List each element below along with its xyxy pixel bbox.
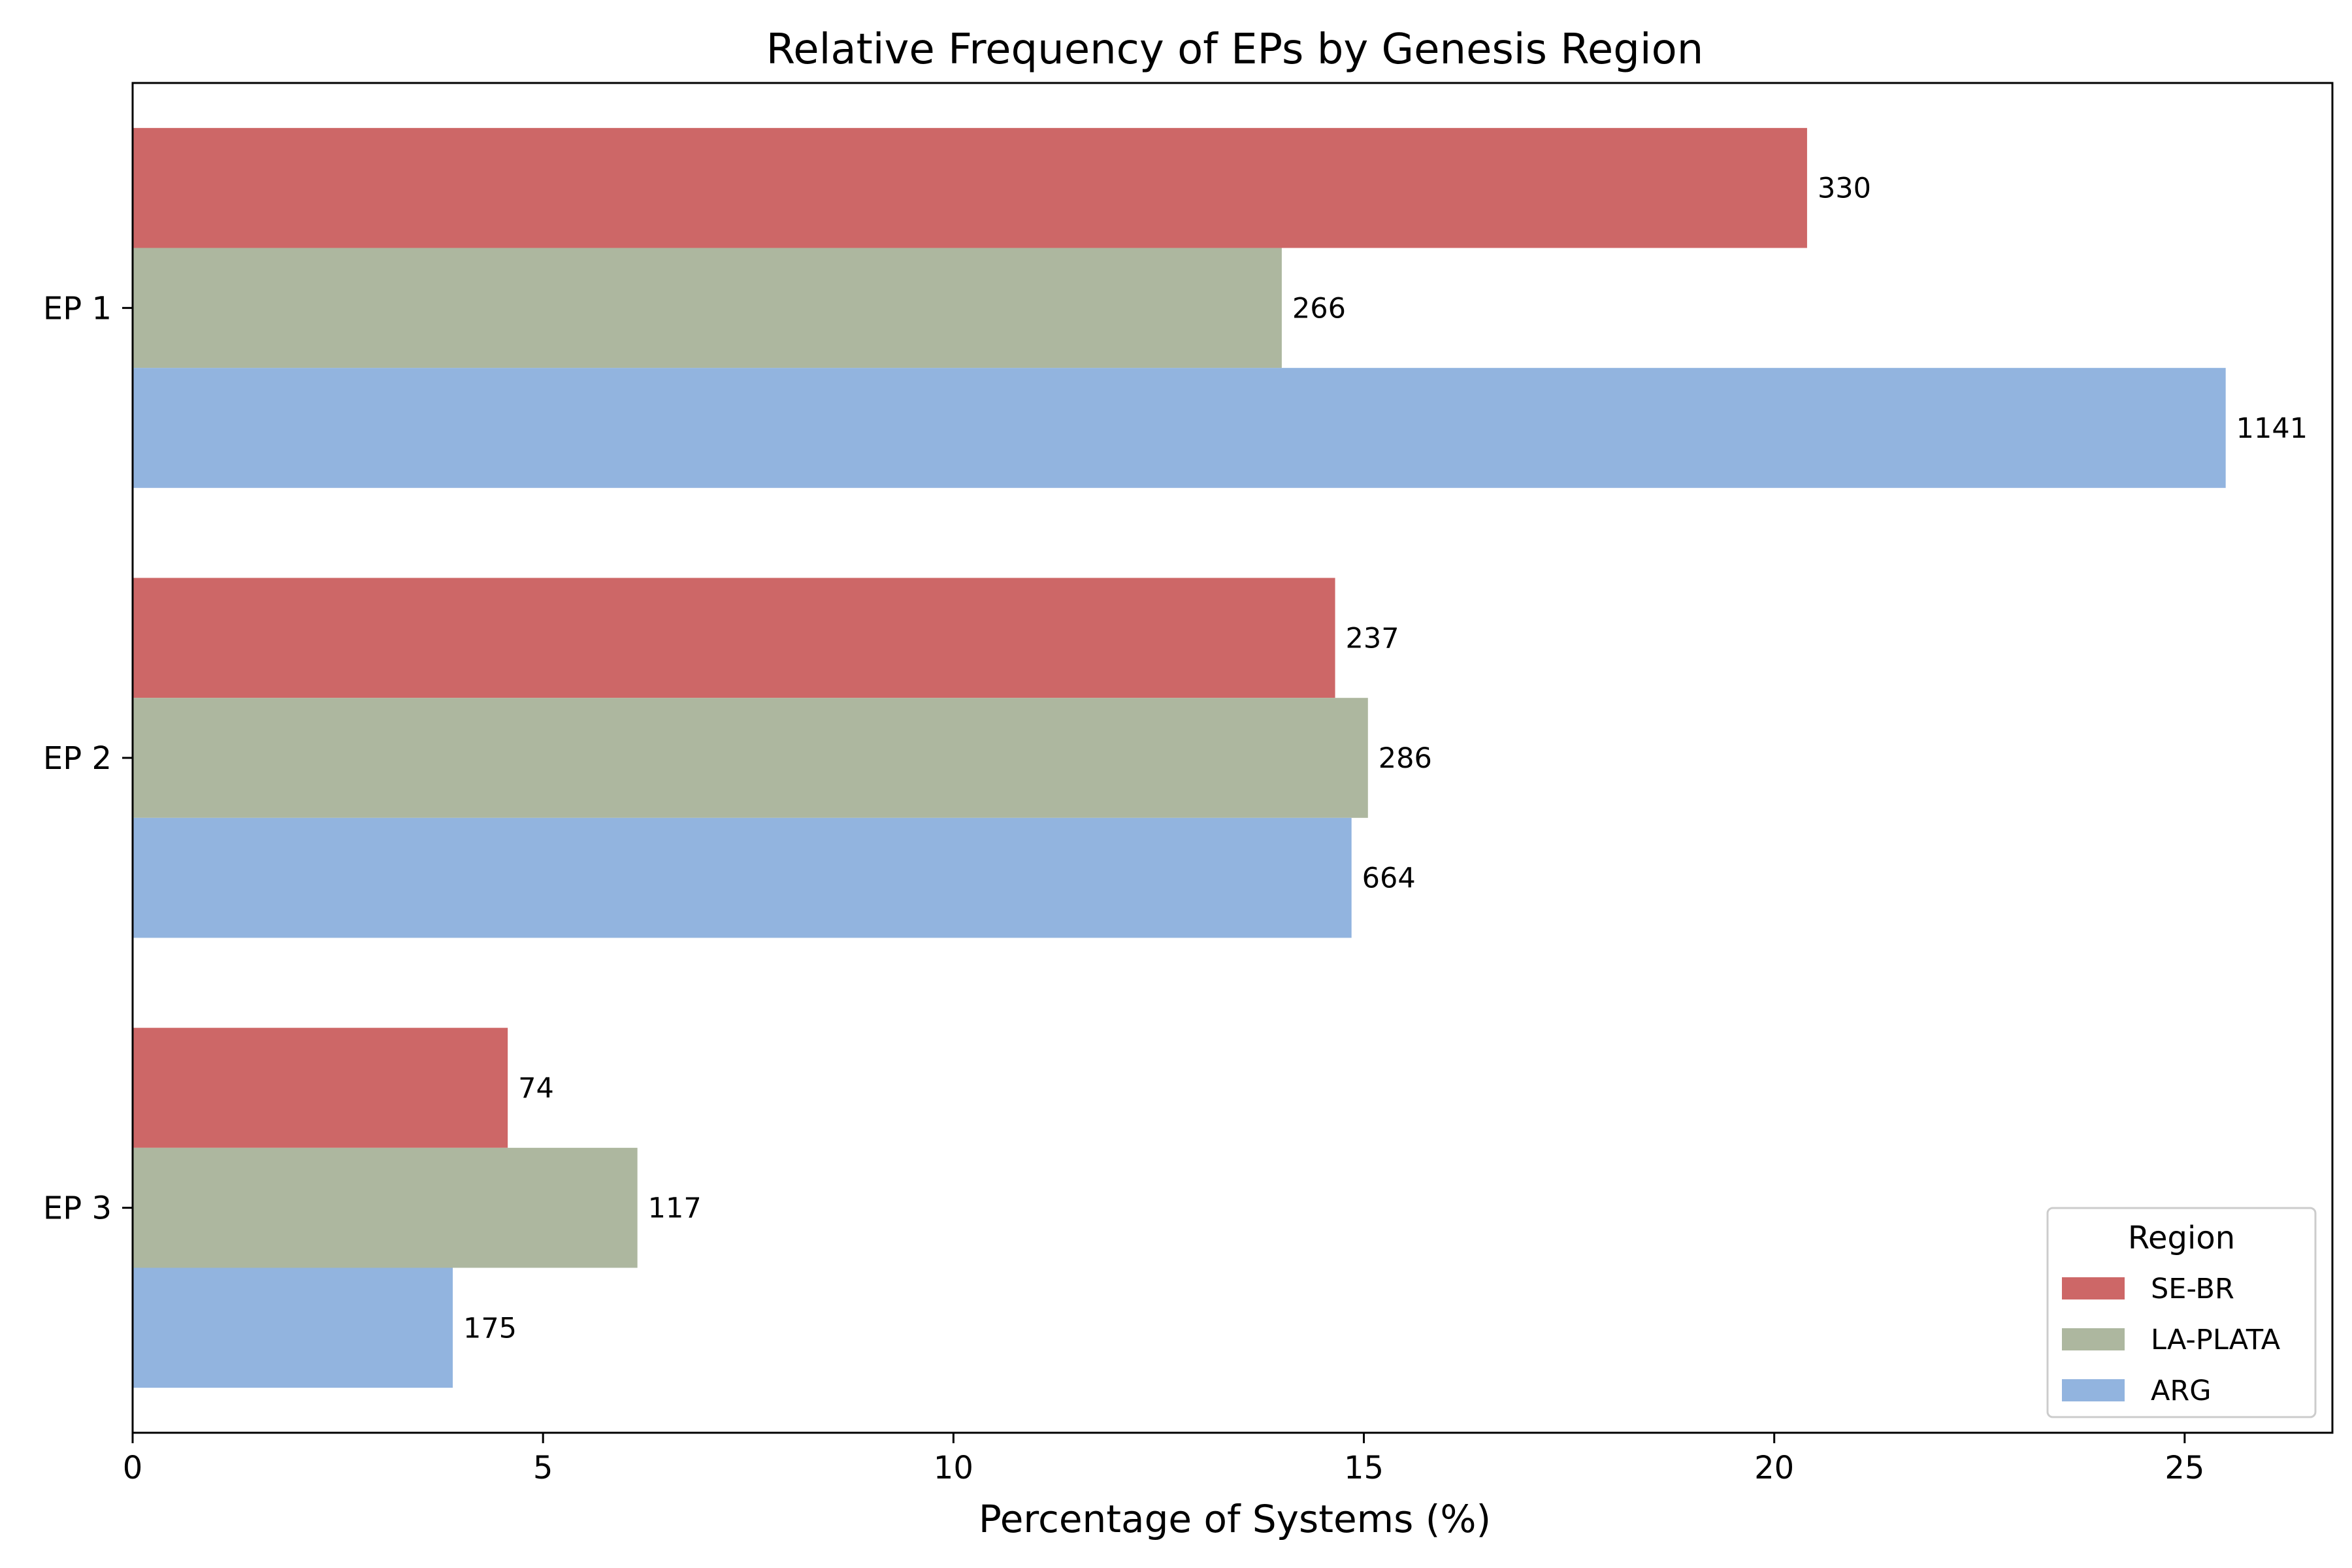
bar-label: 117 bbox=[648, 1192, 702, 1225]
bar-arg-ep-2 bbox=[133, 817, 1352, 938]
x-tick-label: 10 bbox=[934, 1450, 973, 1486]
bar-la-plata-ep-1 bbox=[133, 248, 1282, 368]
y-tick-label: EP 2 bbox=[43, 740, 112, 777]
bar-label: 286 bbox=[1379, 742, 1432, 775]
bar-label: 175 bbox=[463, 1312, 517, 1345]
bar-label: 74 bbox=[518, 1072, 554, 1105]
bar-la-plata-ep-2 bbox=[133, 698, 1368, 818]
bar-se-br-ep-1 bbox=[133, 127, 1807, 248]
legend-label-se-br: SE-BR bbox=[2151, 1273, 2234, 1305]
chart-title: Relative Frequency of EPs by Genesis Reg… bbox=[766, 25, 1704, 74]
bar-arg-ep-3 bbox=[133, 1267, 453, 1388]
bar-label: 1141 bbox=[2236, 412, 2308, 445]
x-tick-label: 5 bbox=[533, 1450, 553, 1486]
y-tick-label: EP 3 bbox=[43, 1190, 112, 1227]
legend: Region SE-BR LA-PLATA ARG bbox=[2046, 1207, 2317, 1418]
x-axis-label: Percentage of Systems (%) bbox=[979, 1497, 1491, 1541]
x-tick-label: 20 bbox=[1754, 1450, 1794, 1486]
bar-label: 330 bbox=[1818, 172, 1871, 205]
x-tick-label: 25 bbox=[2164, 1450, 2204, 1486]
legend-swatch-arg bbox=[2062, 1379, 2125, 1401]
legend-swatch-la-plata bbox=[2062, 1328, 2125, 1350]
bar-la-plata-ep-3 bbox=[133, 1147, 638, 1268]
bar-label: 237 bbox=[1346, 622, 1399, 655]
legend-label-arg: ARG bbox=[2151, 1375, 2212, 1407]
bar-label: 266 bbox=[1292, 292, 1346, 325]
bar-se-br-ep-2 bbox=[133, 578, 1335, 698]
legend-label-la-plata: LA-PLATA bbox=[2151, 1324, 2281, 1356]
y-tick-label: EP 1 bbox=[43, 290, 112, 327]
bar-label: 664 bbox=[1362, 862, 1416, 895]
x-tick-label: 15 bbox=[1344, 1450, 1384, 1486]
legend-title: Region bbox=[2128, 1220, 2235, 1256]
x-tick-label: 0 bbox=[123, 1450, 143, 1486]
legend-swatch-se-br bbox=[2062, 1277, 2125, 1299]
plot-area: 330 237 74 266 286 117 1141 664 175 0 5 10 15 20 25 EP … bbox=[43, 82, 2334, 1486]
bar-se-br-ep-3 bbox=[133, 1028, 508, 1148]
legend-box bbox=[2046, 1207, 2317, 1418]
bar-arg-ep-1 bbox=[133, 368, 2226, 488]
